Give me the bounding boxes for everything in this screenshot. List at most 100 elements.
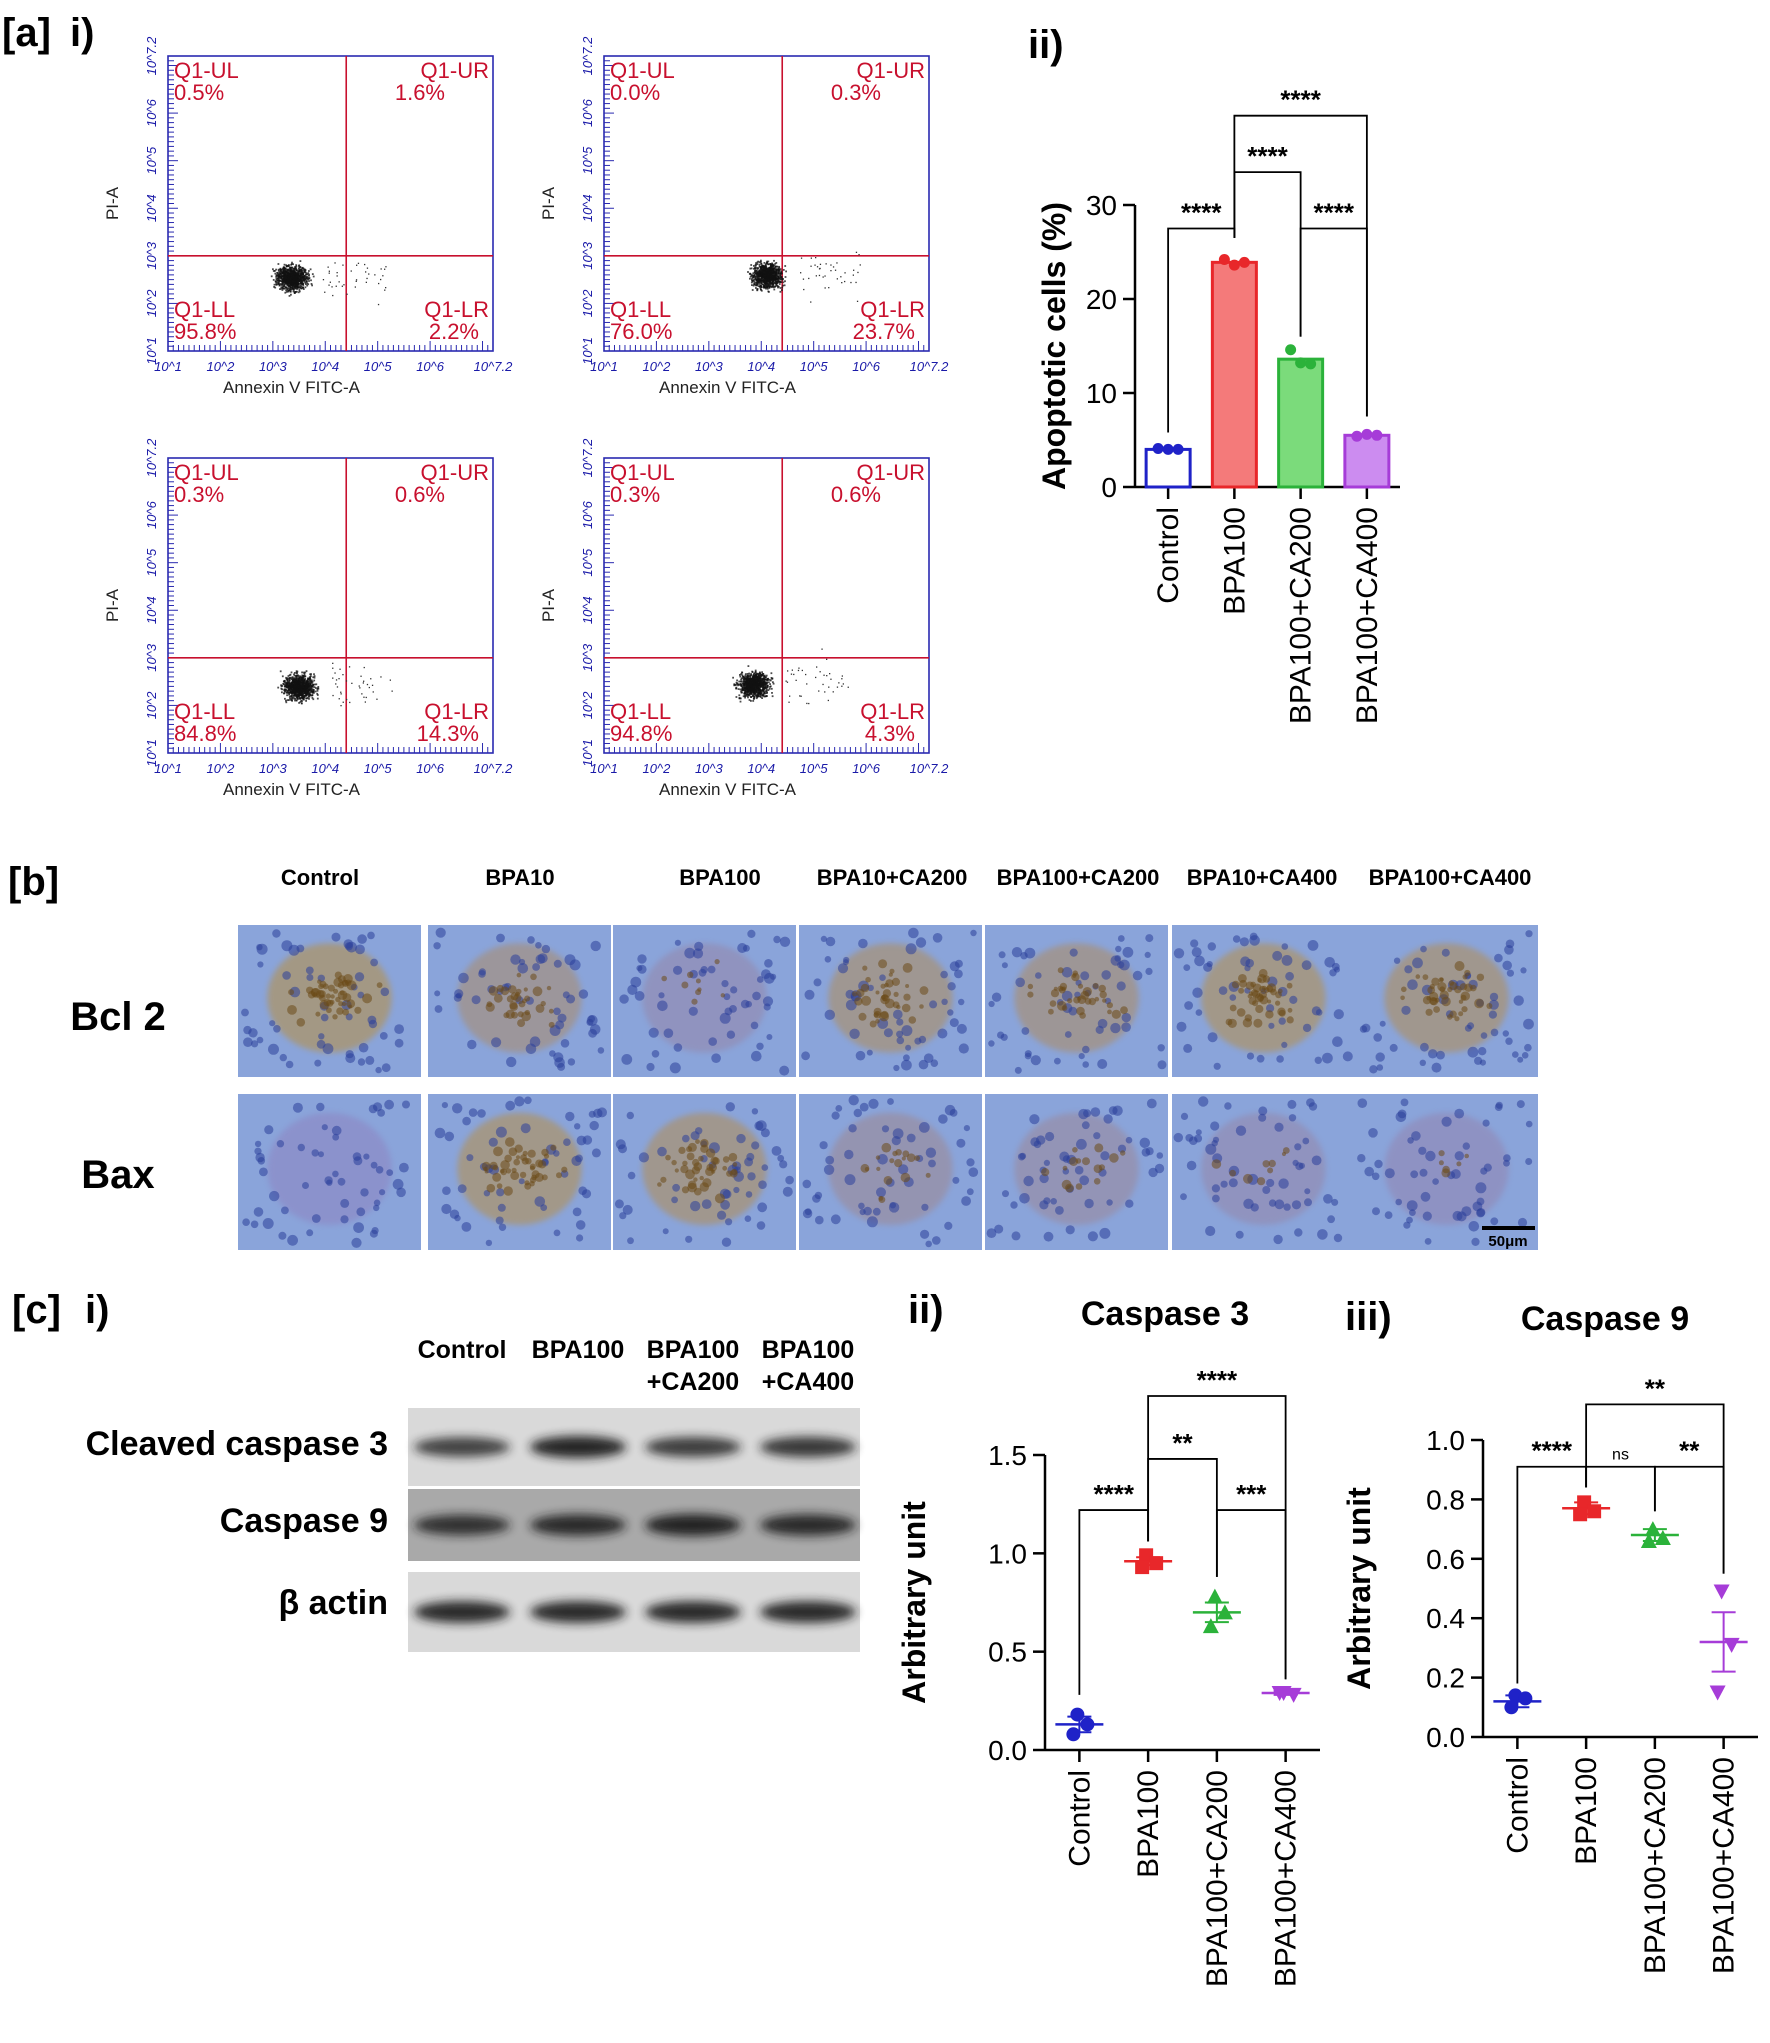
event-dot [315,683,318,686]
event-dot [770,282,773,285]
ihc-nucleus [251,1040,259,1048]
event-dot [746,691,748,694]
event-dot [755,287,757,289]
event-dot [767,280,770,282]
event-dot [768,271,771,274]
ihc-stain-speck [345,979,352,986]
event-dot [748,691,751,694]
ihc-nucleus [684,947,696,959]
event-dot [380,676,382,678]
ihc-nucleus [932,933,943,943]
event-dot [285,701,288,704]
ihc-nucleus [1035,972,1042,979]
event-dot [283,281,286,283]
ihc-nucleus [883,1028,893,1038]
y-tick-label: 10^3 [580,241,595,270]
event-dot [277,280,279,282]
x-tick-label: 10^5 [364,359,393,374]
event-dot [765,674,768,677]
event-dot [753,280,756,283]
event-dot [300,676,303,679]
x-tick-label: 10^3 [695,359,724,374]
event-dot [770,273,772,275]
event-dot [307,276,310,279]
ihc-nucleus [947,982,956,991]
event-dot [365,281,367,283]
event-dot [281,284,283,287]
event-dot [759,693,761,696]
event-dot [755,688,757,690]
event-dot [285,282,287,285]
y-tick-label: 10^1 [580,337,595,365]
event-dot [277,268,280,271]
event-dot [762,267,765,270]
event-dot [754,690,757,693]
event-dot [750,685,753,687]
event-dot [744,687,746,689]
event-dot [762,283,764,286]
event-dot [288,696,291,698]
event-dot [286,690,289,693]
event-dot [768,273,771,275]
event-dot [303,275,306,277]
event-dot [306,276,308,278]
y-tick-label: 10^5 [580,548,595,577]
event-dot [758,263,761,266]
event-dot [298,266,301,269]
quadrant-ur-name: Q1-UR [857,460,925,485]
event-dot [786,681,789,683]
event-dot [299,275,302,278]
event-dot [299,691,301,693]
event-dot [774,275,777,277]
event-dot [284,268,287,270]
event-dot [766,275,769,278]
ihc-nucleus [764,959,773,968]
event-dot [297,688,299,690]
event-dot [290,690,292,693]
event-dot [306,697,309,699]
event-dot [294,694,296,697]
ihc-stain-speck [1259,990,1267,999]
event-dot [278,282,280,284]
event-dot [281,275,284,278]
ihc-stain-speck [319,1000,329,1010]
event-dot [307,677,310,680]
flow-plot: Q1-UL0.0%Q1-UR0.3%Q1-LL76.0%Q1-LR23.7%10… [539,36,949,397]
event-dot [293,678,295,680]
event-dot [296,696,298,699]
event-dot [301,683,304,686]
event-dot [316,689,319,692]
event-dot [276,275,279,277]
event-dot [289,691,291,694]
event-dot [760,288,762,291]
event-dot [748,699,751,701]
event-dot [281,685,284,687]
event-dot [391,690,393,692]
event-dot [302,269,305,272]
event-dot [283,263,286,266]
event-dot [305,688,308,691]
event-dot [293,690,296,693]
event-dot [759,286,762,289]
ihc-nucleus [554,1057,565,1068]
event-dot [758,692,761,694]
event-dot [760,282,762,284]
event-dot [291,691,294,694]
event-dot [295,684,298,687]
ihc-stain-speck [1277,1007,1286,1016]
event-dot [788,701,790,703]
event-dot [855,281,857,284]
ihc-nucleus [779,1065,790,1076]
panel-label-c: [c] [12,1288,61,1332]
event-dot [291,683,294,686]
event-dot [288,677,291,680]
event-dot [283,685,286,688]
event-dot [827,699,829,702]
event-dot [281,688,283,691]
ihc-stain-speck [322,983,329,990]
event-dot [779,290,782,293]
event-dot [310,673,312,675]
event-dot [294,683,296,686]
event-dot [756,685,759,687]
